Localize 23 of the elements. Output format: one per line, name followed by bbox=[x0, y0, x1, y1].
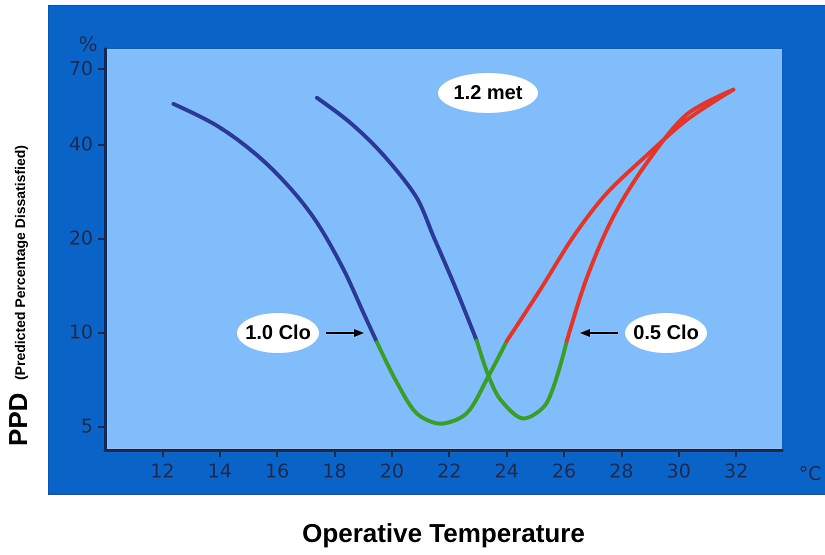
y-axis-title: PPD (Predicted Percentage Dissatisfied) bbox=[3, 145, 33, 446]
x-tick-label: 12 bbox=[150, 460, 174, 482]
x-tick-label: 18 bbox=[322, 460, 347, 482]
y-tick-label: 20 bbox=[68, 228, 93, 250]
annotation: 1.0 Clo bbox=[245, 322, 311, 344]
text: % bbox=[78, 32, 98, 56]
x-tick-label: 20 bbox=[380, 460, 404, 482]
x-tick-label: 28 bbox=[609, 460, 634, 482]
y-tick-label: 5 bbox=[80, 415, 93, 438]
x-tick-label: 32 bbox=[724, 460, 748, 482]
x-tick-label: 24 bbox=[494, 460, 519, 482]
annotation: 1.2 met bbox=[454, 82, 523, 104]
x-axis-title: Operative Temperature bbox=[302, 518, 585, 548]
x-tick-label: 22 bbox=[437, 460, 462, 482]
annotation: 0.5 Clo bbox=[633, 322, 699, 344]
y-tick-label: 10 bbox=[68, 321, 93, 344]
y-tick-label: 40 bbox=[68, 134, 93, 156]
y-tick-label: 70 bbox=[68, 58, 93, 80]
x-tick-label: 26 bbox=[552, 460, 576, 482]
x-tick-label: 16 bbox=[265, 460, 290, 482]
x-tick-label: 14 bbox=[208, 460, 232, 482]
x-tick-label: 30 bbox=[666, 460, 691, 482]
text: °C bbox=[798, 463, 822, 485]
